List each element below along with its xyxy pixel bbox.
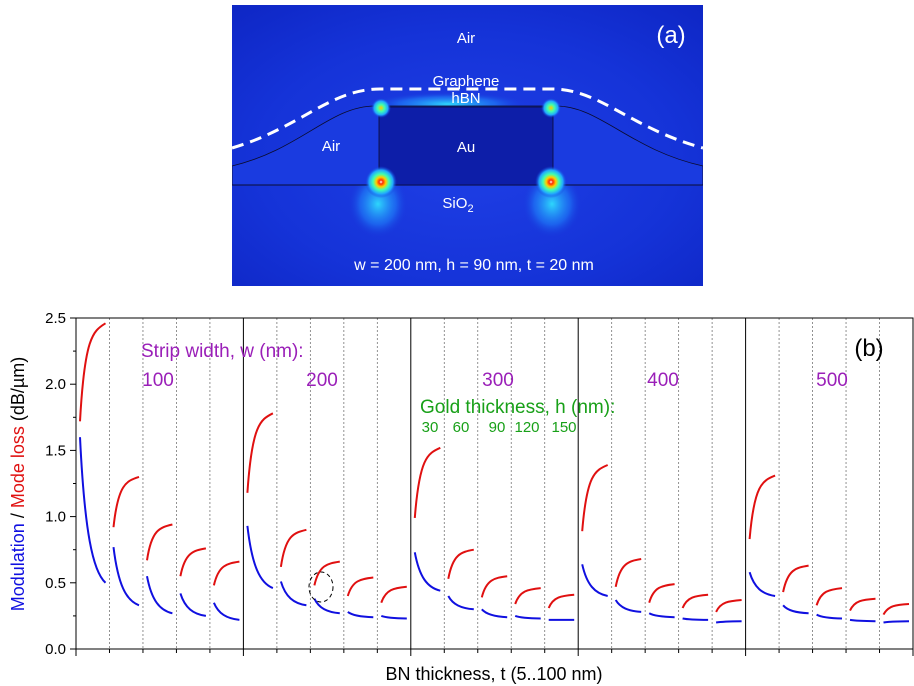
- mode-loss-curve: [313, 560, 340, 586]
- mode-loss-curve: [782, 564, 809, 593]
- modulation-curve: [413, 552, 441, 592]
- mode-loss-curve: [849, 597, 876, 612]
- modulation-curve: [682, 617, 709, 621]
- y-axis-title-separator: /: [8, 508, 28, 523]
- gold-thickness-title: Gold thickness, h (nm):: [420, 397, 615, 418]
- strip-width-label: 400: [647, 370, 679, 391]
- modulation-curve: [146, 576, 173, 615]
- modulation-curve: [849, 618, 876, 623]
- x-axis-title: BN thickness, t (5..100 nm): [385, 664, 602, 684]
- mode-loss-curve: [681, 593, 709, 609]
- modulation-curve: [246, 525, 274, 590]
- data-curves: [79, 322, 910, 624]
- y-axis-title-mode-loss: Mode loss: [8, 426, 28, 508]
- y-tick-label: 0.5: [45, 575, 66, 592]
- modulation-curve: [614, 599, 642, 613]
- y-tick-label: 0.0: [45, 641, 66, 658]
- mode-loss-curve: [279, 528, 307, 568]
- y-tick-label: 2.0: [45, 376, 66, 393]
- modulation-curve: [212, 602, 240, 621]
- y-axis-title: Modulation / Mode loss (dB/µm): [8, 357, 28, 612]
- modulation-curve: [313, 598, 340, 615]
- modulation-curve: [816, 613, 843, 620]
- panel-label-b: (b): [854, 335, 883, 362]
- strip-width-label: 200: [306, 370, 338, 391]
- strip-width-label: 100: [142, 370, 174, 391]
- mode-loss-curve: [246, 412, 274, 493]
- mode-loss-curve: [614, 558, 642, 587]
- y-axis-title-unit: (dB/µm): [8, 357, 28, 426]
- label-graphene: Graphene: [433, 73, 500, 90]
- graphene-sheet: [232, 87, 703, 150]
- label-hbn: hBN: [451, 90, 480, 107]
- mode-loss-curve: [547, 593, 575, 609]
- modulation-curve: [581, 564, 608, 597]
- label-au: Au: [457, 139, 475, 156]
- label-air-left: Air: [322, 138, 340, 155]
- strip-width-label: 500: [816, 370, 848, 391]
- modulation-curve: [447, 595, 474, 611]
- modulation-curve: [79, 437, 107, 584]
- modulation-curve: [782, 604, 809, 615]
- modulation-curve: [279, 581, 307, 607]
- gold-thickness-labels: 30 60 90 120 150: [422, 419, 577, 436]
- gold-thickness-label: 150: [551, 419, 576, 436]
- panel-label-a: (a): [656, 22, 685, 49]
- hotspot-top-right: [541, 98, 561, 118]
- gold-thickness-label: 120: [514, 419, 539, 436]
- mode-loss-curve: [413, 446, 441, 518]
- modulation-curve: [380, 614, 407, 620]
- panel-a-field-map: Air Graphene hBN Air Au SiO2 w = 200 nm,…: [232, 5, 703, 286]
- y-axis-title-modulation: Modulation: [8, 523, 28, 611]
- gold-strip: [378, 106, 554, 186]
- mode-loss-curve: [447, 548, 474, 579]
- strip-width-title: Strip width, w (nm):: [141, 341, 304, 362]
- modulation-curve: [715, 620, 742, 624]
- modulation-curve: [748, 571, 776, 597]
- panel-b-chart: 0.00.51.01.52.02.5 Strip width, w (nm): …: [8, 310, 914, 684]
- mode-loss-curve: [648, 583, 675, 603]
- gold-thickness-label: 90: [489, 419, 506, 436]
- group-separators: [109, 318, 880, 649]
- mode-loss-curve: [882, 603, 910, 616]
- mode-loss-curve: [581, 464, 609, 532]
- mode-loss-curve: [146, 523, 173, 561]
- gold-thickness-label: 30: [422, 419, 439, 436]
- modulation-curve: [648, 612, 675, 619]
- y-tick-label: 1.0: [45, 509, 66, 526]
- hotspot-bottom-left: [365, 166, 397, 198]
- highlight-marker: [308, 571, 334, 603]
- x-axis: [75, 649, 914, 656]
- modulation-curve: [179, 593, 207, 617]
- plot-frame: [75, 317, 914, 650]
- strip-width-labels: 100 200 300 400 500: [142, 370, 848, 391]
- mode-loss-curve: [212, 560, 240, 586]
- label-parameters: w = 200 nm, h = 90 nm, t = 20 nm: [353, 257, 594, 274]
- modulation-curve: [347, 611, 374, 619]
- strip-width-label: 300: [482, 370, 514, 391]
- mode-loss-curve: [514, 587, 541, 605]
- modulation-curve: [112, 546, 140, 607]
- mode-loss-curve: [815, 587, 843, 606]
- mode-loss-curve: [112, 475, 140, 528]
- mode-loss-curve: [346, 576, 374, 597]
- mode-loss-curve: [380, 585, 407, 604]
- mode-loss-curve: [748, 474, 776, 540]
- mode-loss-curve: [79, 322, 107, 422]
- y-tick-label: 2.5: [45, 310, 66, 327]
- modulation-curve: [883, 620, 910, 624]
- y-tick-label: 1.5: [45, 442, 66, 459]
- hotspot-top-left: [371, 98, 391, 118]
- mode-loss-curve: [480, 575, 508, 598]
- mode-loss-curve: [179, 547, 207, 577]
- modulation-curve: [514, 614, 541, 620]
- label-sio2: SiO2: [442, 195, 473, 215]
- label-air-top: Air: [457, 30, 475, 47]
- modulation-curve: [481, 608, 508, 619]
- gold-thickness-label: 60: [453, 419, 470, 436]
- hotspot-bottom-right: [535, 166, 567, 198]
- y-axis: 0.0 0.5 1.0 1.5 2.0 2.5: [45, 310, 76, 658]
- mode-loss-curve: [715, 599, 742, 613]
